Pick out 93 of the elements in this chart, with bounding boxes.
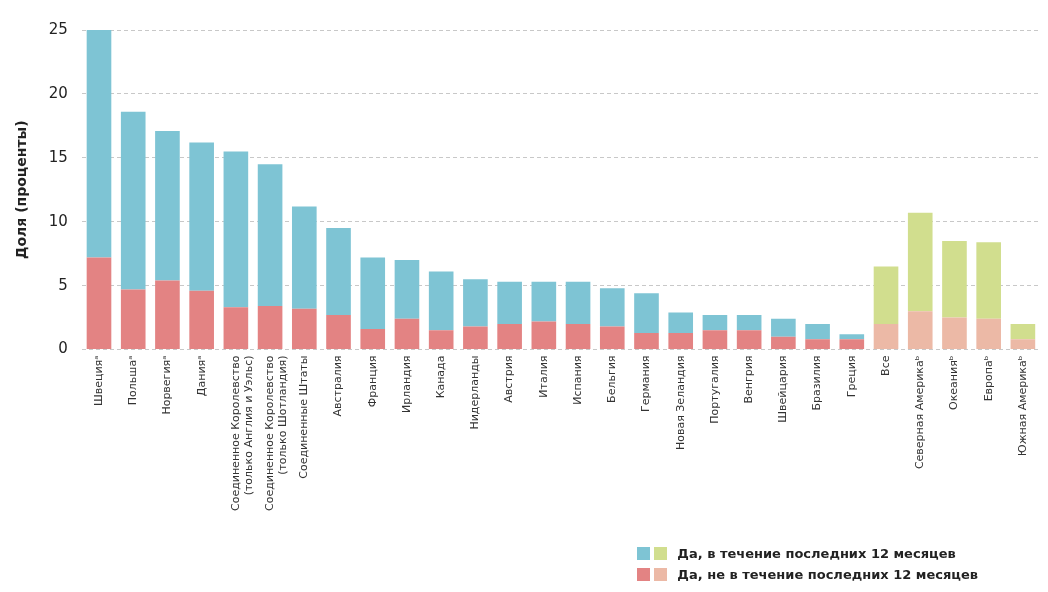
- x-tick-label: Бразилия: [810, 355, 824, 411]
- bar: [394, 318, 420, 350]
- bar: [873, 323, 899, 350]
- bar: [839, 334, 865, 340]
- bar: [976, 242, 1001, 319]
- x-tick-label: Соединенные Штаты: [297, 355, 311, 479]
- x-tick-label: Ирландия: [399, 355, 413, 414]
- bar: [257, 306, 283, 350]
- bar: [634, 293, 659, 333]
- bar: [360, 257, 386, 330]
- bar: [942, 317, 967, 350]
- x-tick-label: Океанияᵇ: [947, 355, 961, 411]
- x-tick-label: Новая Зеландия: [673, 355, 687, 451]
- bar: [907, 212, 933, 312]
- bar: [565, 323, 591, 350]
- bar: [771, 336, 796, 350]
- bar: [189, 290, 214, 350]
- bar: [1010, 339, 1036, 350]
- x-tick-label: Соединенное Королевство (только Шотландия): [262, 355, 290, 512]
- bar: [463, 279, 488, 327]
- x-tick-label: Италия: [536, 355, 550, 398]
- x-tick-label: Все: [878, 355, 892, 376]
- x-tick-label: Португалия: [707, 355, 721, 424]
- bar: [120, 111, 146, 290]
- y-axis-title: Доля (проценты): [13, 120, 30, 260]
- x-tick-label: Испания: [570, 355, 584, 405]
- bar: [257, 164, 283, 307]
- x-tick-label: Польшаᵃ: [126, 355, 140, 406]
- x-tick-label: Швецияᵃ: [91, 355, 105, 407]
- bar: [291, 206, 317, 309]
- bar: [599, 326, 625, 350]
- bar: [599, 288, 625, 327]
- bar: [291, 308, 317, 350]
- bar: [497, 281, 522, 324]
- bar: [394, 260, 420, 319]
- bar: [531, 321, 557, 350]
- x-tick-label: Европаᵇ: [981, 355, 995, 402]
- x-tick-label: Австралия: [331, 355, 345, 417]
- bar: [120, 289, 146, 350]
- bar: [907, 311, 933, 350]
- bar: [805, 339, 830, 350]
- x-tick-label: Северная Америкаᵇ: [913, 355, 927, 470]
- bar: [702, 315, 728, 331]
- bar: [223, 151, 249, 308]
- y-tick-label: 20: [48, 83, 68, 102]
- bar: [463, 326, 488, 350]
- bar: [976, 318, 1001, 350]
- y-tick-label: 0: [58, 339, 68, 358]
- bar: [360, 329, 386, 350]
- legend-label: Да, не в течение последних 12 месяцев: [677, 567, 978, 582]
- bar: [86, 30, 112, 258]
- bar: [565, 281, 591, 324]
- y-tick-label: 10: [48, 211, 68, 230]
- bar: [805, 323, 830, 340]
- bar: [839, 339, 865, 350]
- x-tick-label: Германия: [639, 355, 653, 412]
- bar: [428, 330, 454, 350]
- bar: [702, 330, 728, 350]
- y-tick-label: 15: [48, 147, 68, 166]
- bar: [155, 280, 180, 350]
- y-tick-label: 5: [58, 275, 68, 294]
- x-tick-label: Франция: [365, 355, 379, 408]
- x-tick-label: Греция: [844, 355, 858, 398]
- bar: [736, 330, 762, 350]
- bar: [497, 323, 522, 350]
- bar: [634, 332, 659, 350]
- bar: [736, 315, 762, 331]
- y-tick-label: 25: [48, 19, 68, 38]
- x-tick-label: Соединенное Королевство (только Англия и Уэльс): [228, 355, 255, 512]
- bar: [1010, 323, 1036, 340]
- bar: [531, 281, 557, 322]
- x-tick-label: Нидерланды: [468, 355, 482, 430]
- bar: [326, 315, 351, 350]
- bar: [326, 228, 351, 316]
- x-tick-label: Данияᵃ: [194, 355, 208, 397]
- bar: [223, 307, 249, 350]
- x-tick-label: Бельгия: [605, 355, 619, 403]
- bar: [942, 240, 967, 318]
- legend-label: Да, в течение последних 12 месяцев: [677, 546, 956, 561]
- bar: [771, 318, 796, 337]
- x-tick-label: Норвегияᵃ: [160, 355, 174, 415]
- bar: [189, 142, 214, 291]
- bar: [668, 332, 694, 350]
- x-tick-label: Швейцария: [776, 355, 790, 423]
- bar: [873, 266, 899, 324]
- x-tick-label: Австрия: [502, 355, 516, 403]
- bar: [86, 257, 112, 350]
- bar: [668, 312, 694, 333]
- x-tick-label: Канада: [434, 355, 448, 399]
- bar: [428, 271, 454, 331]
- x-tick-label: Южная Америкаᵇ: [1015, 355, 1029, 457]
- bar: [155, 130, 180, 281]
- x-tick-label: Венгрия: [742, 355, 755, 404]
